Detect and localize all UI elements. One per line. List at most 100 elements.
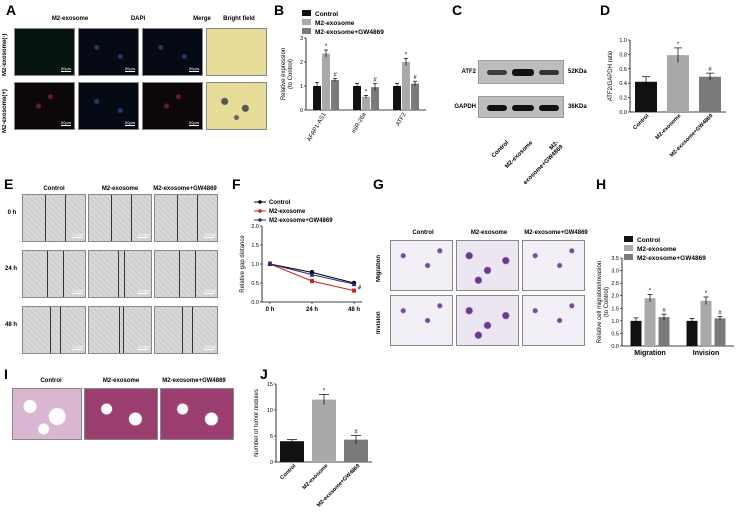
data-point	[309, 272, 315, 277]
bar	[353, 86, 361, 110]
data-point	[267, 261, 273, 266]
micrograph	[206, 28, 267, 76]
bar	[700, 300, 712, 346]
transwell-image	[456, 295, 519, 346]
legend-swatch	[302, 28, 311, 34]
scale-bar: 100μm	[204, 288, 217, 294]
row-label-migration: Migration	[376, 255, 382, 283]
panel-label-a: A	[6, 2, 17, 18]
y-tick-label: 0.2	[619, 96, 627, 102]
significance-mark: *	[325, 44, 328, 50]
y-tick-label: 2.0	[251, 224, 259, 230]
data-point	[352, 288, 356, 293]
series-line	[269, 263, 355, 292]
y-tick-label: 1	[300, 84, 303, 90]
legend-swatch	[302, 19, 311, 25]
y-tick-label: 10	[267, 408, 273, 414]
bar	[344, 439, 368, 462]
data-point	[310, 279, 314, 284]
micrograph: 50μm	[142, 82, 203, 130]
significance-mark: #	[373, 78, 377, 84]
bar	[644, 298, 656, 346]
row-label-m2-neg: M2-exosome(-)	[2, 33, 8, 77]
scale-bar: 100μm	[72, 344, 85, 350]
bar	[686, 320, 698, 346]
legend-swatch	[624, 254, 633, 260]
transwell-image	[456, 240, 519, 291]
y-tick-label: 0.4	[619, 81, 627, 87]
legend-label: M2-exosome	[269, 209, 306, 215]
row-label-invision: Invision	[376, 311, 382, 335]
micrograph: 50μm	[78, 82, 139, 130]
chart-b: 0 1 2 3 Relative expression(to Control) * # AFA…	[281, 10, 426, 143]
x-tick-label: Migration	[634, 350, 666, 357]
col-label-dapi: DAPI	[130, 16, 146, 22]
y-axis-label: ATF2/GAPDH ratio	[608, 50, 614, 101]
wound-image: 100μm	[154, 194, 218, 242]
y-tick-label: 0	[270, 460, 273, 466]
x-tick-label: ATF2	[395, 111, 408, 127]
bar	[362, 96, 370, 110]
transwell-image	[522, 240, 585, 291]
micrograph: 50μm	[14, 82, 75, 130]
legend-label: M2-exosome+GW4869	[315, 29, 384, 36]
legend-swatch	[302, 10, 311, 16]
scale-bar: 100μm	[138, 288, 151, 294]
row-label-0h: 0 h	[7, 210, 17, 216]
significance-mark: *	[365, 89, 368, 95]
panel-label-f: F	[232, 176, 241, 192]
legend-label: M2-exosome+GW4869	[269, 218, 333, 224]
panel-label-c: C	[452, 2, 463, 18]
legend-label: M2-exosome	[315, 20, 355, 27]
col-label-m2-exosome: M2-exosome	[51, 16, 89, 22]
y-tick-label: 5	[270, 434, 273, 440]
bar	[393, 86, 401, 110]
y-tick-label: 0.0	[251, 300, 259, 306]
y-tick-label: 2.5	[611, 281, 619, 287]
significance-mark: *	[405, 52, 408, 58]
y-tick-label: 0.6	[619, 67, 627, 73]
scale-bar: 100μm	[204, 232, 217, 238]
chart-j: 0 5 10 15 Number of tumor nodules Control * M2-…	[254, 382, 372, 509]
y-tick-label: 3.0	[611, 269, 619, 275]
scale-bar: 100μm	[72, 288, 85, 294]
histology-image	[12, 388, 82, 440]
bar	[371, 87, 379, 110]
x-tick-label: AFAP1-AS1	[307, 111, 329, 142]
y-tick-label: 1.0	[619, 38, 627, 44]
scale-bar: 100μm	[138, 232, 151, 238]
bar	[630, 320, 642, 346]
wound-image: 100μm	[88, 250, 152, 298]
panel-label-j: J	[260, 366, 268, 382]
col-label-bright-field: Bright field	[223, 16, 255, 22]
col-label-merge: Merge	[193, 16, 211, 22]
y-tick-label: 15	[267, 382, 273, 388]
histology-image	[160, 388, 234, 440]
transwell-image	[390, 295, 453, 346]
data-point	[351, 281, 357, 287]
blot-size-52: 52KDa	[568, 69, 587, 75]
significance-mark: *	[323, 388, 326, 394]
wound-image: 100μm	[154, 250, 218, 298]
significance-mark: *	[677, 42, 680, 48]
panel-label-b: B	[274, 2, 285, 18]
y-tick-label: 0.8	[619, 52, 627, 58]
panel-label-e: E	[4, 176, 14, 192]
y-tick-label: 2	[300, 60, 303, 66]
y-tick-label: 0.5	[251, 281, 259, 287]
col-label-m2: M2-exosome	[101, 186, 139, 192]
lane-label-gw: M2-exosome+GW4869	[522, 140, 565, 187]
y-tick-label: 0.0	[611, 344, 619, 350]
y-tick-label: 3	[300, 36, 303, 42]
panel-label-h: H	[596, 176, 607, 192]
scale-bar: 100μm	[72, 232, 85, 238]
micrograph: 50μm	[14, 28, 75, 76]
x-tick-label: M2-exosome	[655, 113, 683, 141]
panel-label-i: I	[4, 366, 8, 382]
col-label-control: Control	[412, 230, 434, 236]
y-tick-label: 3.5	[611, 256, 619, 262]
chart-d: 0.0 0.2 0.4 0.6 0.8 1.0 ATF2/GAPDH ratio Contro…	[608, 38, 726, 159]
legend-label: Control	[637, 237, 660, 244]
y-tick-label: 0.5	[611, 331, 619, 337]
scale-bar: 100μm	[138, 344, 151, 350]
